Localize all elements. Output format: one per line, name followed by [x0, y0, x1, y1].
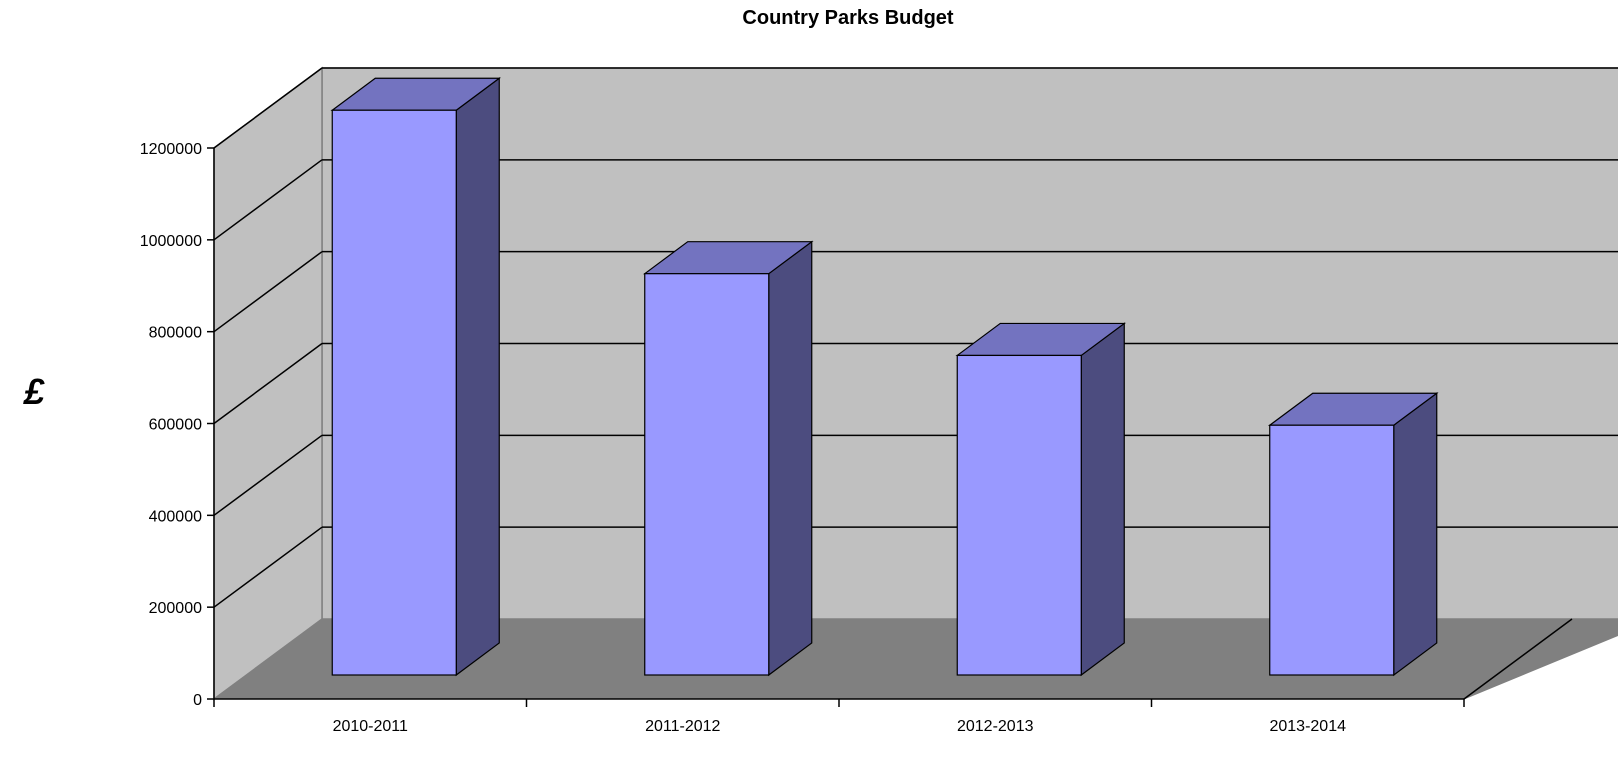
bars [330, 77, 1439, 677]
y-tick-label-1: 200000 [149, 600, 202, 617]
chart-title: Country Parks Budget [742, 7, 953, 29]
bar-side-2011-2012 [768, 240, 813, 677]
bar-2011-2012 [644, 273, 770, 676]
y-tick-label-4: 800000 [149, 325, 202, 342]
axes: 0 200000 400000 600000 800000 1000000 1200000 2… [140, 141, 1573, 735]
x-tick-label-2010-2011: 2010-2011 [333, 718, 408, 735]
gridline-side-3 [213, 342, 323, 425]
gridline-side-2 [213, 434, 323, 516]
y-axis-label: £ [23, 371, 45, 412]
x-tick-label-2013-2014: 2013-2014 [1269, 718, 1346, 735]
bar-side-2013-2014 [1393, 392, 1438, 677]
gridline-side-1 [213, 526, 323, 608]
bar-2013-2014 [1269, 424, 1395, 676]
gridline-side-4 [213, 251, 323, 333]
bar-2010-2011 [331, 109, 457, 676]
y-tick-label-5: 1000000 [140, 233, 202, 250]
y-tick-label-2: 400000 [149, 508, 202, 525]
y-tick-label-0: 0 [193, 692, 202, 709]
y-tick-label-6: 1200000 [140, 141, 202, 158]
x-tick-label-2012-2013: 2012-2013 [957, 718, 1034, 735]
floor-edge-line [1463, 618, 1573, 700]
bar-side-2012-2013 [1080, 322, 1125, 677]
gridline-side-5 [213, 159, 323, 241]
gridline-side-6 [213, 67, 323, 149]
x-tick-label-2011-2012: 2011-2012 [645, 718, 720, 735]
bar-2012-2013 [956, 354, 1082, 676]
y-tick-label-3: 600000 [149, 417, 202, 434]
bar-side-2010-2011 [455, 77, 500, 677]
